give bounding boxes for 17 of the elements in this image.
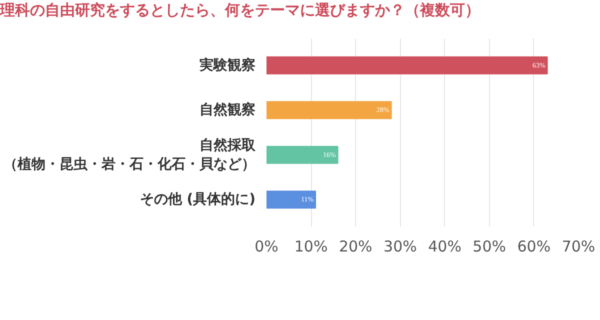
bar: [266, 146, 338, 164]
x-tick-label: 60%: [517, 238, 551, 256]
x-tick-label: 50%: [472, 238, 506, 256]
bar: [266, 56, 548, 74]
x-tick-label: 10%: [294, 238, 328, 256]
chart-title: 理科の自由研究をするとしたら、何をテーマに選びますか？（複数可）: [0, 0, 480, 21]
y-tick-label: 自然観察: [200, 101, 256, 118]
x-tick-label: 0%: [254, 238, 278, 256]
x-tick-label: 70%: [562, 238, 596, 256]
x-tick-label: 40%: [428, 238, 462, 256]
bar: [266, 101, 392, 120]
y-tick-label: 自然採取（植物・昆虫・岩・石・化石・貝など）: [4, 137, 256, 172]
y-tick-label: 実験観察: [200, 56, 256, 74]
x-tick-label: 30%: [384, 238, 417, 256]
x-tick-label: 20%: [338, 238, 372, 256]
y-tick-label: その他 (具体的に): [140, 192, 256, 208]
bar: [266, 190, 316, 209]
